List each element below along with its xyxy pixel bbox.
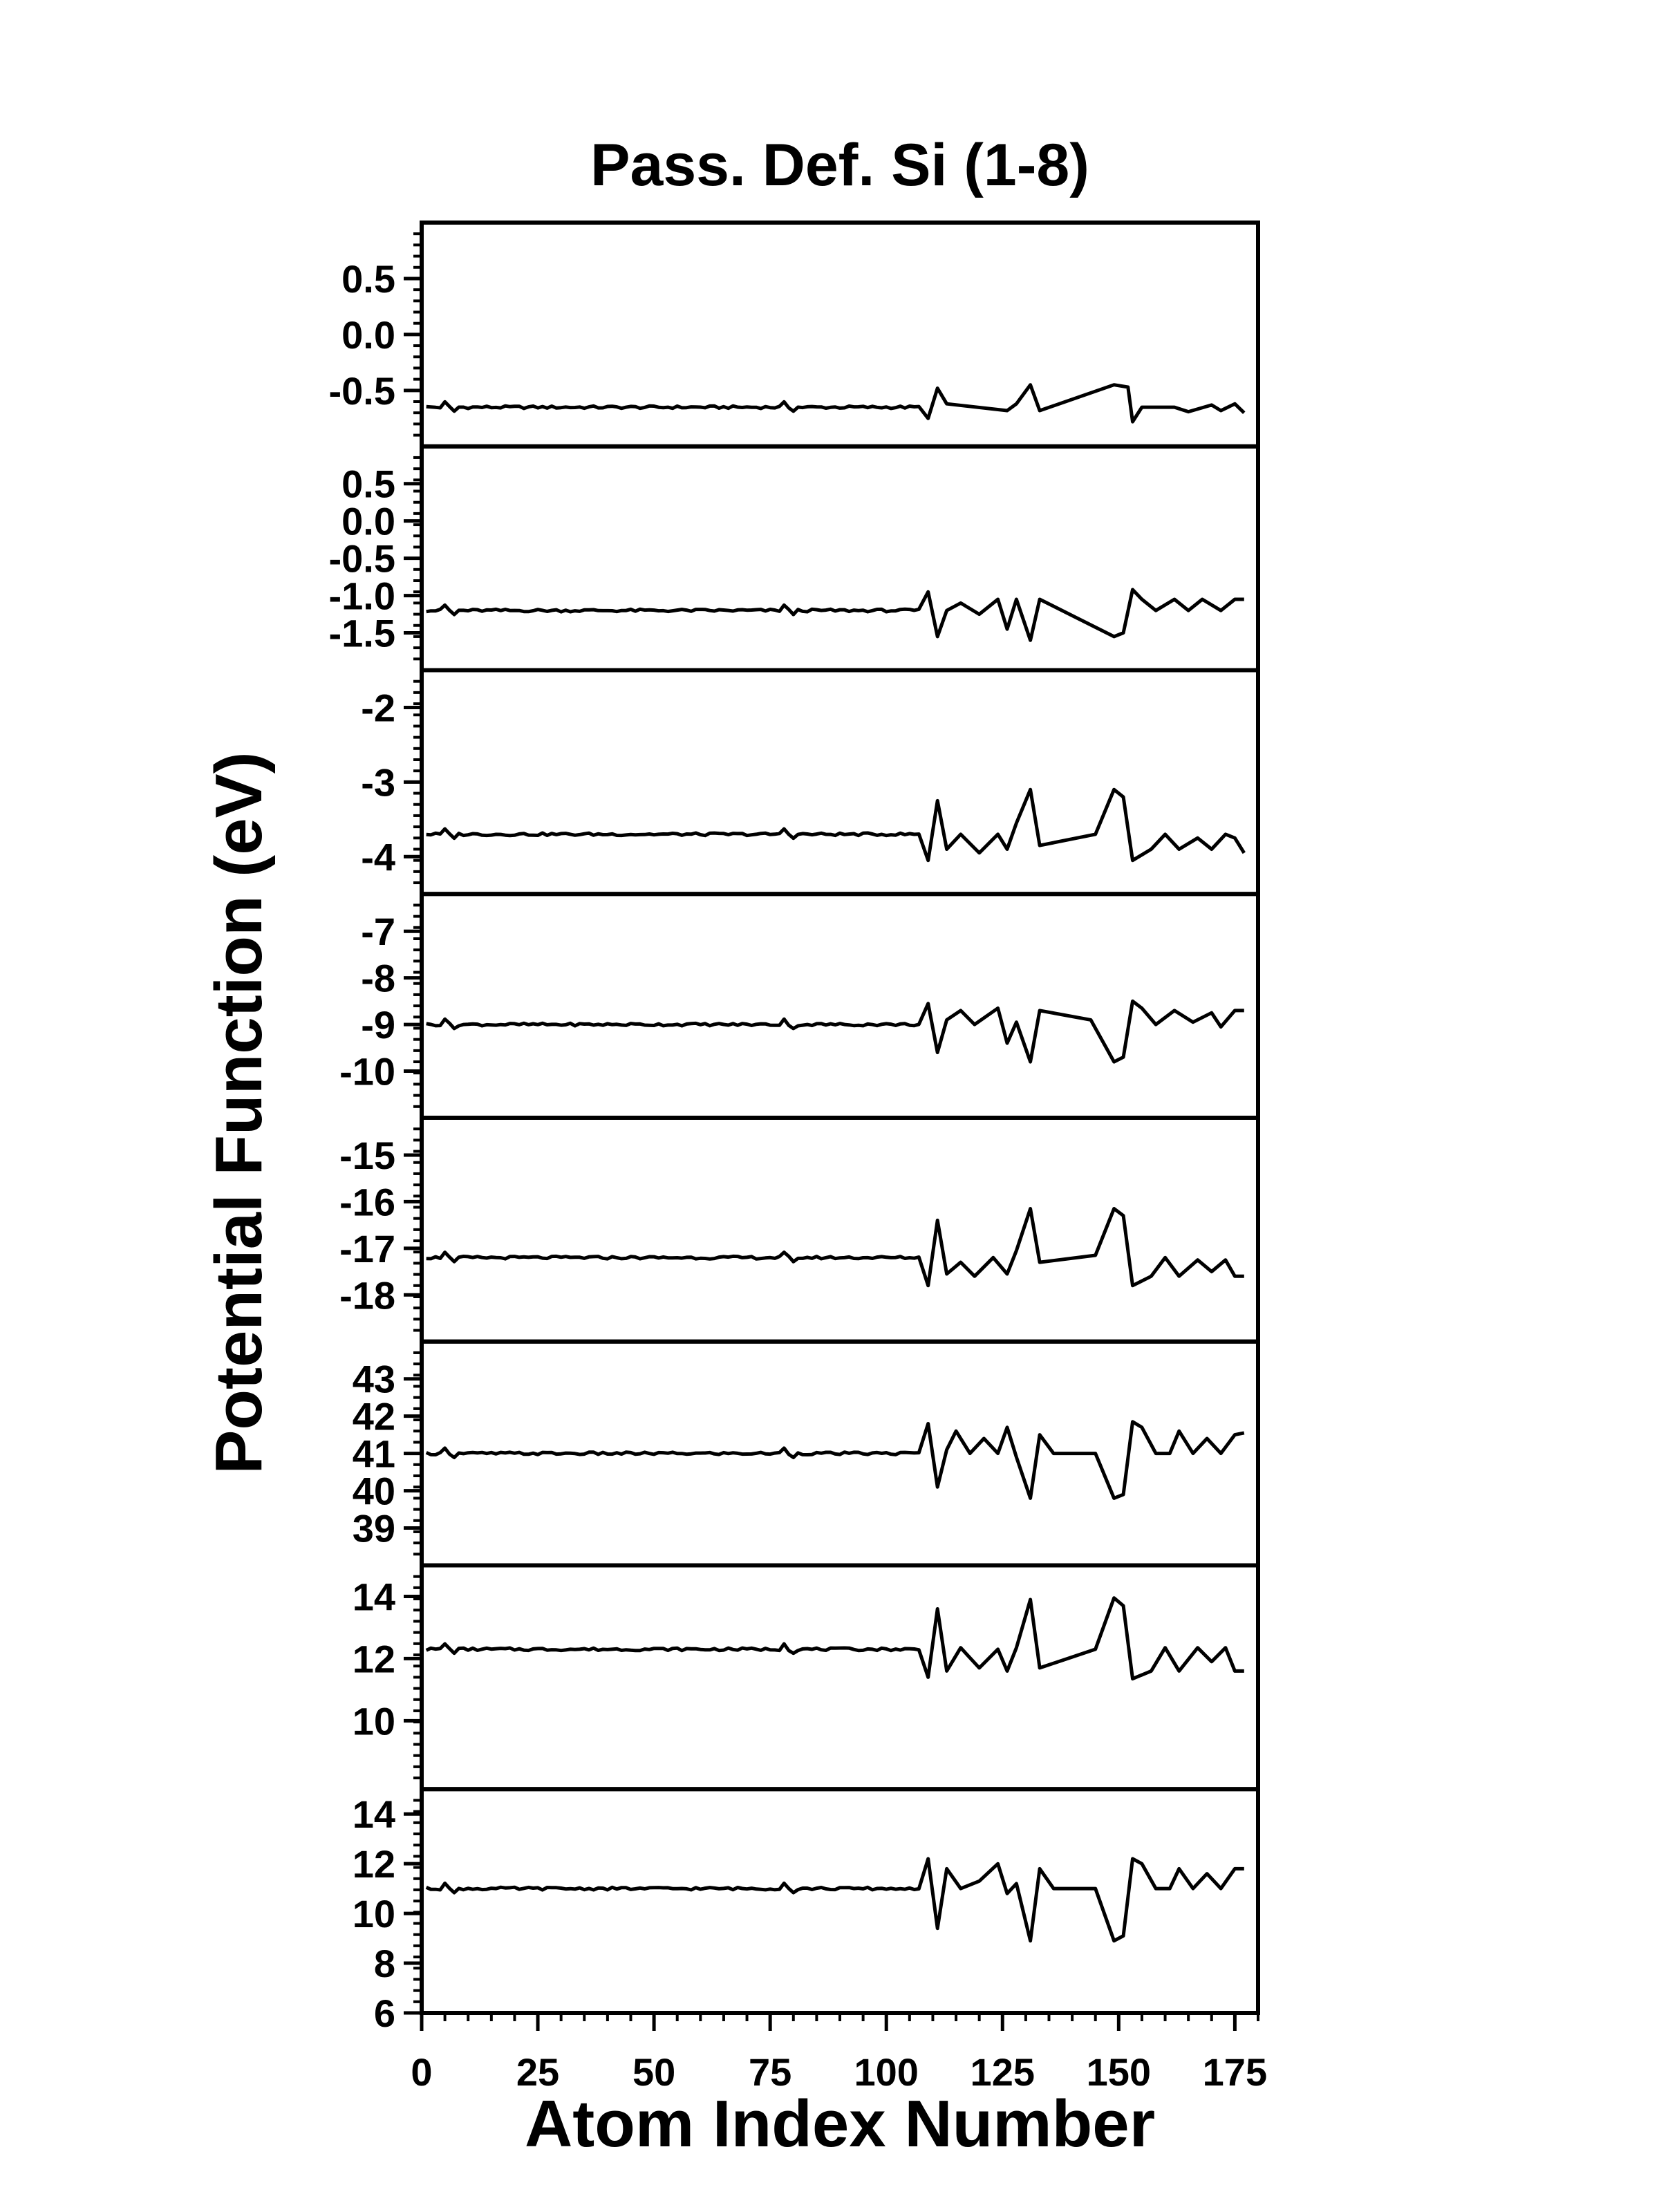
panels-group: 0.50.0-0.50.50.0-0.5-1.0-1.5-2-3-4-7-8-9… <box>329 221 1260 2035</box>
panel-8-frame <box>420 1787 1260 2015</box>
panel-2: 0.50.0-0.5-1.0-1.5 <box>329 444 1260 673</box>
y-axis-title: Potential Function (eV) <box>202 751 276 1474</box>
x-tick-label: 75 <box>749 2050 791 2094</box>
panel-4-tick-label: -10 <box>339 1050 395 1094</box>
panel-5-series-line <box>426 1207 1244 1288</box>
panel-1: 0.5 0.0 -0.5 <box>329 221 1260 449</box>
x-tick-label: 125 <box>971 2050 1035 2094</box>
panel-8-tick-label: 12 <box>353 1842 395 1886</box>
panel-5-frame <box>420 1116 1260 1344</box>
panel-6-tick-label: 42 <box>353 1395 395 1438</box>
panel-5-tick-label: -15 <box>339 1134 395 1177</box>
panel-1-tick-label: 0.0 <box>341 313 395 357</box>
panel-4-series-line <box>426 999 1244 1064</box>
panel-3-tick-label: -4 <box>361 835 395 879</box>
panel-4: -7-8-9-10 <box>339 892 1260 1120</box>
panel-5-tick-label: -16 <box>339 1180 395 1224</box>
panel-7-tick-label: 12 <box>353 1637 395 1680</box>
panel-6-tick-label: 39 <box>353 1507 395 1550</box>
panel-6-tick-label: 43 <box>353 1358 395 1401</box>
panel-2-tick-label: -1.0 <box>329 574 396 618</box>
panel-1-tick-label: 0.5 <box>341 257 395 301</box>
panel-3: -2 -3 -4 <box>361 668 1260 897</box>
panel-1-tick-label: -0.5 <box>329 369 396 413</box>
x-axis: 0 25 50 75 100 125 150 175 <box>411 2013 1267 2094</box>
panel-2-tick-label: -0.5 <box>329 537 396 581</box>
panel-8-tick-label: 14 <box>353 1792 395 1836</box>
x-axis-title: Atom Index Number <box>525 2087 1155 2161</box>
x-tick-label: 100 <box>854 2050 919 2094</box>
x-tick-label: 150 <box>1087 2050 1151 2094</box>
panel-8-tick-label: 6 <box>374 1991 395 2035</box>
panel-4-tick-label: -9 <box>361 1003 395 1047</box>
panel-6-series-line <box>425 1420 1245 1500</box>
panel-7-tick-label: 14 <box>353 1575 395 1618</box>
panel-5-tick-label: -17 <box>339 1227 395 1271</box>
panel-6-tick-label: 41 <box>353 1432 395 1476</box>
panel-3-series-line <box>426 787 1246 863</box>
panel-8-series-line <box>425 1857 1244 1943</box>
panel-5: -15-16-17-18 <box>339 1116 1260 1344</box>
x-tick-label: 50 <box>632 2050 675 2094</box>
chart-title: Pass. Def. Si (1-8) <box>590 132 1089 198</box>
panel-2-frame <box>420 444 1260 673</box>
panel-2-tick-label: 0.5 <box>341 462 395 506</box>
panel-2-series-line <box>426 588 1244 642</box>
panel-3-tick-label: -3 <box>361 760 395 804</box>
x-tick-label: 25 <box>516 2050 559 2094</box>
panel-3-tick-label: -2 <box>361 686 395 729</box>
panel-7: 14 12 10 <box>353 1563 1260 1792</box>
panel-4-tick-label: -8 <box>361 957 395 1000</box>
panel-2-tick-label: -1.5 <box>329 612 396 655</box>
panel-6-tick-label: 40 <box>353 1470 395 1513</box>
panel-5-tick-label: -18 <box>339 1273 395 1317</box>
panel-7-series-line <box>425 1596 1244 1681</box>
panel-2-tick-label: 0.0 <box>341 500 395 543</box>
panel-8: 14 12 10 8 6 <box>353 1787 1260 2035</box>
panel-7-tick-label: 10 <box>353 1699 395 1743</box>
x-tick-label: 175 <box>1203 2050 1267 2094</box>
x-tick-label: 0 <box>411 2050 432 2094</box>
panel-4-tick-label: -7 <box>361 910 395 953</box>
panel-8-tick-label: 8 <box>374 1942 395 1985</box>
panel-8-tick-label: 10 <box>353 1892 395 1936</box>
panel-1-series-line <box>426 383 1246 424</box>
